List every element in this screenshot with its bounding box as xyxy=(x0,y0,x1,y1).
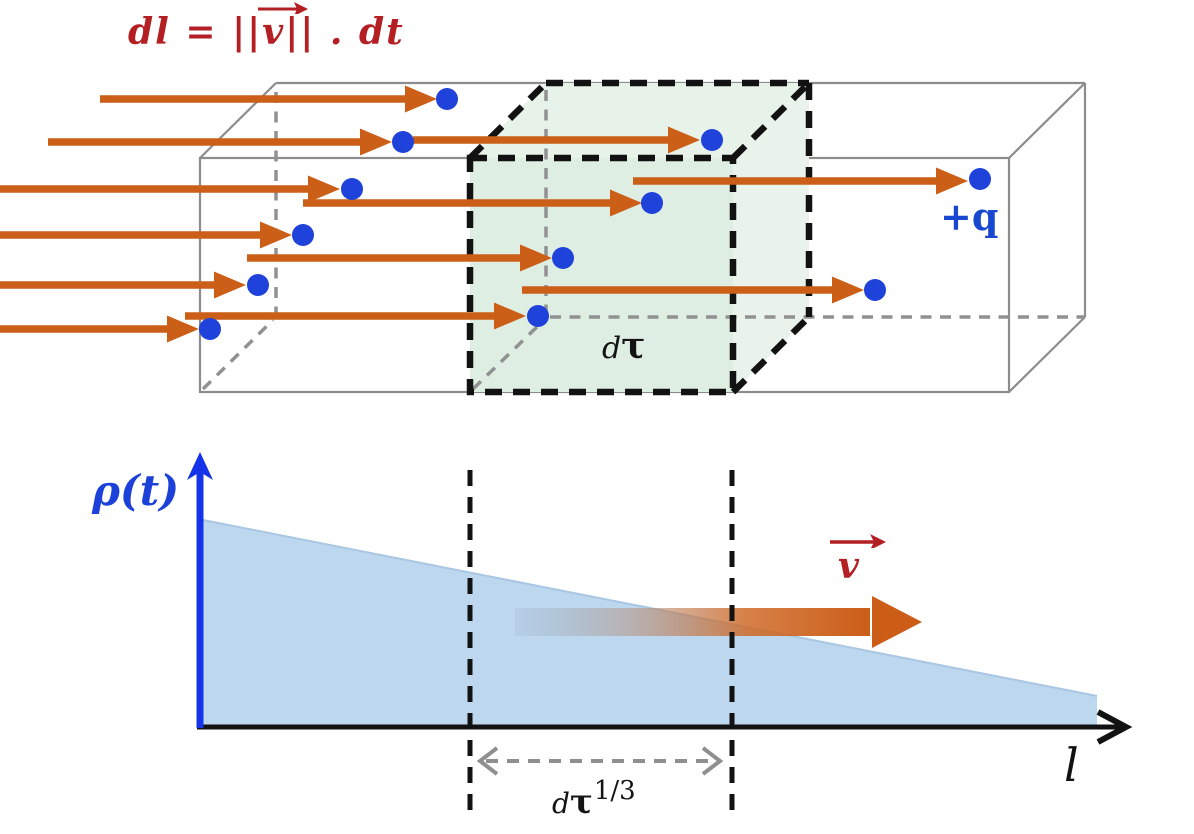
charge-label: +q xyxy=(940,194,999,239)
conductor-box-hidden-edges xyxy=(201,92,278,391)
velocity-vector-label: v xyxy=(830,534,886,584)
arrowhead xyxy=(167,315,199,343)
volume-element-cube xyxy=(470,83,809,392)
vector-arrow-icon xyxy=(258,2,309,14)
arrowhead xyxy=(668,126,700,154)
arrowhead xyxy=(360,128,392,156)
dashed-boundary-lines xyxy=(467,470,735,818)
vector-arrow-icon xyxy=(830,534,886,548)
arrowhead xyxy=(520,244,552,272)
charge-dot xyxy=(527,305,549,327)
arrowhead xyxy=(494,302,526,330)
cube-width-label: dτ1/3 xyxy=(552,776,636,822)
charges xyxy=(199,88,991,340)
arrowhead xyxy=(936,167,968,195)
charge-velocity-arrows xyxy=(0,85,968,343)
charge-dot xyxy=(199,318,221,340)
hidden-edges xyxy=(471,90,1085,391)
charge-dot xyxy=(969,168,991,190)
charge-dot xyxy=(247,274,269,296)
charge-dot xyxy=(341,178,363,200)
charge-dot xyxy=(701,129,723,151)
arrowhead xyxy=(610,189,642,217)
volume-element-cube-edges xyxy=(466,79,813,396)
length-axis-label: l xyxy=(1064,738,1079,792)
arrowhead xyxy=(832,276,864,304)
arrowhead xyxy=(260,221,292,249)
velocity-arrow xyxy=(515,596,922,648)
displacement-formula: dl = || v|| . dt xyxy=(128,2,405,53)
charge-dot xyxy=(552,247,574,269)
charge-dot xyxy=(292,224,314,246)
arrowhead xyxy=(308,175,340,203)
charge-dot xyxy=(436,88,458,110)
axes xyxy=(187,452,1133,745)
arrowhead xyxy=(405,85,437,113)
velocity-symbol: v xyxy=(258,2,309,50)
arrowhead xyxy=(214,271,246,299)
charge-dot xyxy=(641,192,663,214)
formula-prefix: dl = || xyxy=(128,11,263,53)
density-axis-label: ρ(t) xyxy=(92,466,180,515)
charge-dot xyxy=(864,279,886,301)
charge-dot xyxy=(392,131,414,153)
width-extent-arrow xyxy=(476,746,724,776)
volume-element-label: dτ xyxy=(602,325,646,367)
formula-suffix: || . dt xyxy=(285,11,405,53)
